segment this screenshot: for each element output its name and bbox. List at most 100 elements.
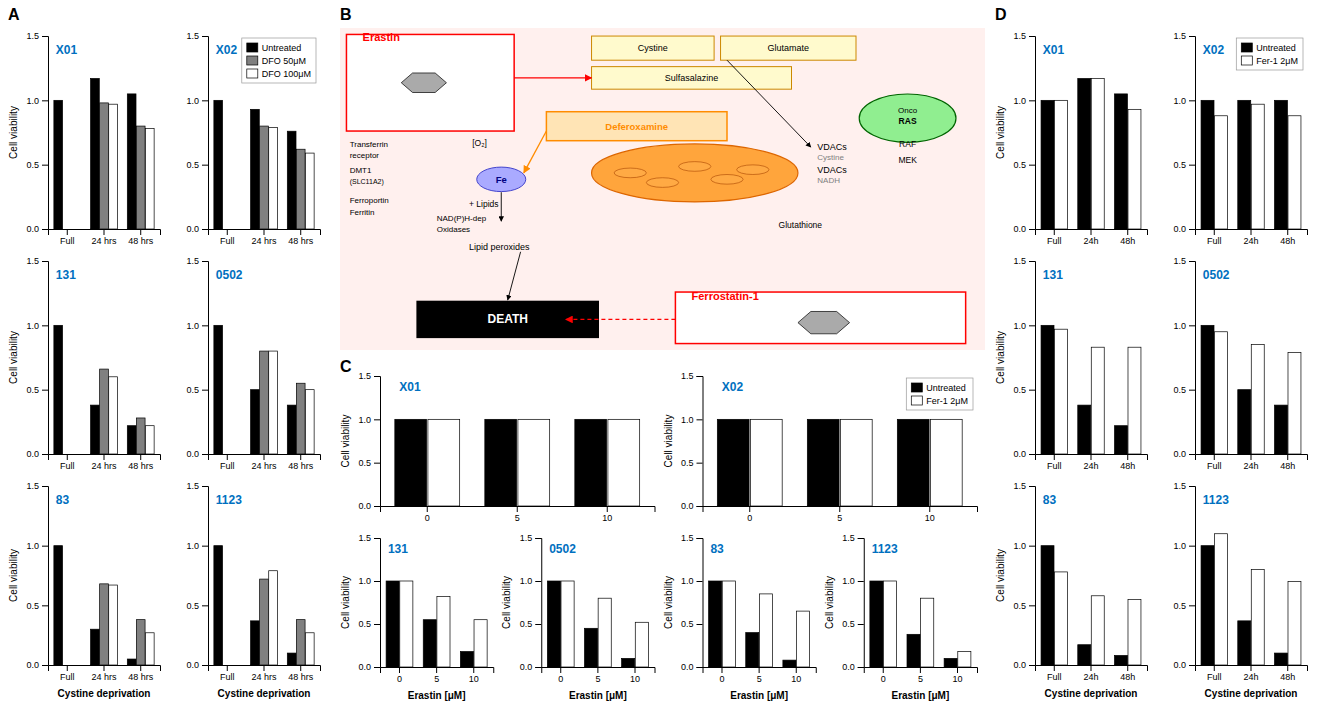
bar (63, 229, 72, 230)
tick-label: 0.0 (358, 501, 371, 511)
tick-label: 1.0 (1013, 541, 1026, 551)
bar (72, 454, 81, 455)
tick-mark (140, 229, 141, 235)
bar (145, 129, 154, 229)
tick-mark (140, 665, 141, 671)
subplot-label: 1123 (1203, 493, 1229, 507)
y-axis-title: Cell viability (663, 415, 674, 468)
mitochondria (592, 144, 798, 202)
bar (944, 658, 957, 667)
tick-label: 1.0 (681, 415, 694, 425)
x-tick: Full (1207, 454, 1222, 471)
deferoxamine-box (546, 112, 727, 141)
x-axis: Full24 hrs48 hrs (49, 665, 161, 682)
tick-mark (374, 624, 380, 625)
diagram-label: DMT1 (350, 166, 372, 175)
tick-label: 1.0 (1173, 96, 1186, 106)
y-tick: 1.0 (842, 576, 864, 586)
y-tick: 0.0 (358, 501, 380, 511)
bar (870, 581, 883, 667)
bar (395, 419, 427, 506)
diagram-label: Lipid peroxides (469, 242, 530, 252)
tick-mark (1189, 100, 1195, 101)
subplot-label: X01 (1043, 43, 1065, 57)
y-tick: 0.0 (681, 662, 703, 672)
axis-line (49, 666, 161, 672)
bar (1114, 94, 1127, 229)
bar (722, 581, 735, 667)
tick-label: 1.0 (1173, 321, 1186, 331)
tick-label: 0.5 (26, 601, 39, 611)
bar (260, 351, 269, 454)
x-axis-title: Erastin [μM] (408, 690, 466, 701)
x-tick: 0 (747, 506, 752, 523)
subplot: 0.00.51.01.50510Cell viabilityErastin [μ… (501, 533, 655, 701)
tick-label: 0.0 (358, 662, 371, 672)
legend: UntreatedFer-1 2μM (1236, 38, 1303, 70)
tick-mark (104, 229, 105, 235)
y-tick: 1.0 (1013, 96, 1035, 106)
y-axis: 0.00.51.01.5 (358, 371, 380, 511)
tick-mark (374, 581, 380, 582)
tick-label: 48 hrs (288, 236, 314, 246)
tick-mark (104, 665, 105, 671)
tick-label: 10 (791, 674, 801, 684)
bar (1251, 570, 1264, 665)
bar (296, 149, 305, 229)
bar (91, 629, 100, 665)
tick-label: 1.5 (186, 481, 199, 491)
axis-line (1196, 666, 1308, 672)
tick-label: 1.0 (186, 96, 199, 106)
axis-line (697, 377, 704, 507)
glutamate-box (721, 36, 856, 60)
tick-label: Full (1047, 461, 1062, 471)
x-tick: Full (1047, 665, 1062, 682)
tick-label: 1.5 (1013, 256, 1026, 266)
tick-mark (399, 667, 400, 673)
y-tick: 0.5 (681, 619, 703, 629)
subplot-label: X02 (1203, 43, 1225, 57)
tick-label: 0.0 (1173, 449, 1186, 459)
tick-mark (1287, 229, 1288, 235)
bar (1091, 596, 1104, 665)
x-tick: 48h (1120, 229, 1135, 246)
molecule (798, 311, 850, 333)
y-axis: 0.00.51.01.5 (681, 371, 703, 511)
tick-mark (1029, 665, 1035, 666)
bar (635, 622, 648, 667)
bar (622, 658, 635, 667)
diagram-label: Ferrostatin-1 (692, 290, 759, 302)
y-axis-title: Cell viability (501, 576, 512, 629)
tick-label: 24 hrs (91, 461, 117, 471)
bar (251, 109, 260, 229)
tick-mark (1054, 229, 1055, 235)
bar (884, 581, 897, 667)
bar (109, 585, 118, 665)
tick-mark (1029, 486, 1035, 487)
axis-line (1196, 455, 1308, 461)
legend-label: Fer-1 2μM (1256, 56, 1298, 66)
subplot-label: 0502 (549, 542, 576, 556)
bar (1041, 546, 1054, 665)
tick-mark (535, 624, 541, 625)
diagram-label: Onco (898, 106, 918, 115)
x-tick: 5 (837, 506, 842, 523)
axis-line (1189, 37, 1196, 230)
death-box (417, 302, 598, 337)
tick-label: 0.5 (358, 458, 371, 468)
x-tick: 10 (630, 667, 640, 684)
tick-label: 0.5 (520, 619, 533, 629)
bar (100, 369, 109, 454)
x-tick: 24h (1243, 665, 1258, 682)
y-axis-title: Cell viability (8, 106, 19, 159)
tick-mark (1029, 605, 1035, 606)
bar (1288, 116, 1301, 229)
bar (260, 579, 269, 665)
tick-mark (1189, 261, 1195, 262)
x-tick: Full (60, 229, 75, 246)
tick-label: 0.0 (1173, 660, 1186, 670)
diagram-label: VDACs (817, 165, 847, 175)
bar (72, 229, 81, 230)
y-tick: 1.5 (1013, 31, 1035, 41)
y-tick: 0.5 (842, 619, 864, 629)
